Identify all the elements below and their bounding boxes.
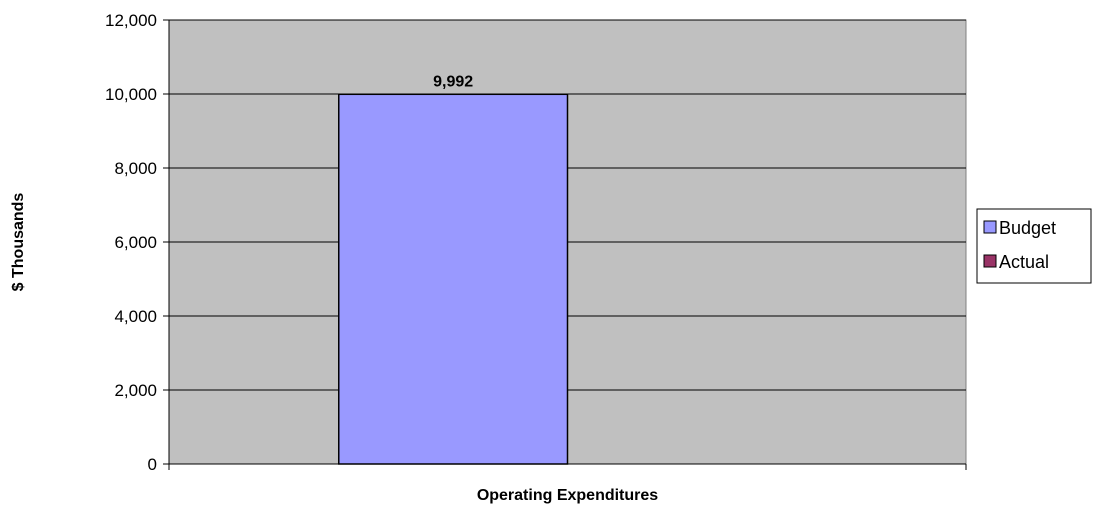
bar-budget	[338, 93, 569, 465]
y-tick-labels: 0 2,000 4,000 6,000 8,000 10,000 12,000	[105, 11, 157, 474]
bars	[338, 93, 569, 465]
legend-label-budget: Budget	[999, 218, 1056, 238]
legend-swatch-budget	[983, 220, 997, 234]
y-tick-label: 2,000	[114, 381, 157, 400]
y-tick-label: 0	[148, 455, 157, 474]
legend-label-actual: Actual	[999, 252, 1049, 272]
x-axis-title: Operating Expenditures	[477, 487, 658, 504]
y-axis-title: $ Thousands	[10, 193, 27, 292]
y-tick-label: 6,000	[114, 233, 157, 252]
data-label: 9,992	[433, 73, 473, 90]
legend: Budget Actual	[976, 208, 1092, 284]
legend-swatch-actual	[983, 254, 997, 268]
y-tick-label: 12,000	[105, 11, 157, 30]
y-tick-label: 4,000	[114, 307, 157, 326]
y-tick-label: 10,000	[105, 85, 157, 104]
y-tick-label: 8,000	[114, 159, 157, 178]
data-labels: 9,992	[433, 73, 473, 90]
axes	[163, 19, 967, 470]
